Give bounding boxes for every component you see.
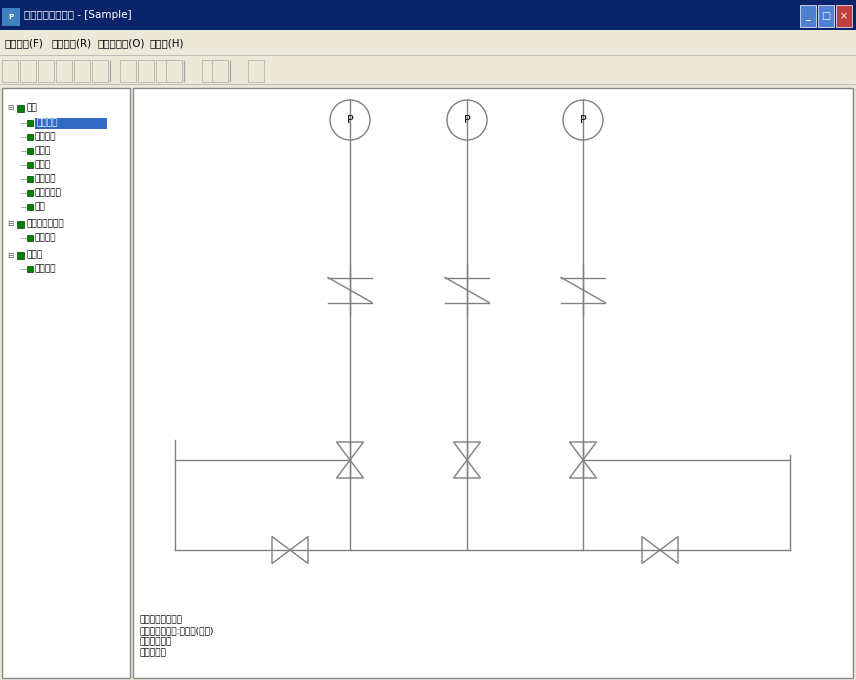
Text: 計算書: 計算書 <box>27 250 43 260</box>
Text: 揚程: 揚程 <box>35 203 45 211</box>
Bar <box>202 60 218 82</box>
Polygon shape <box>454 442 480 460</box>
Polygon shape <box>336 460 364 478</box>
Text: P: P <box>464 115 471 125</box>
Bar <box>20 60 36 82</box>
Bar <box>27 235 33 241</box>
Text: 性能検討: 性能検討 <box>35 175 56 184</box>
FancyBboxPatch shape <box>133 88 853 678</box>
Text: 仮揚程: 仮揚程 <box>35 146 51 156</box>
Text: P: P <box>347 115 354 125</box>
Bar <box>212 60 228 82</box>
Text: P: P <box>580 115 586 125</box>
Bar <box>17 221 24 228</box>
Bar <box>27 204 33 210</box>
Bar <box>2 60 18 82</box>
Bar <box>138 60 154 82</box>
Bar <box>120 60 136 82</box>
Text: P: P <box>9 14 14 20</box>
Polygon shape <box>336 442 364 460</box>
Bar <box>56 60 72 82</box>
Bar <box>92 60 108 82</box>
Text: ×: × <box>840 11 848 21</box>
Text: 軸動力: 軸動力 <box>35 160 51 169</box>
Bar <box>27 162 33 168</box>
Bar <box>74 60 90 82</box>
Text: ポンプ容量の計算 - [Sample]: ポンプ容量の計算 - [Sample] <box>24 10 132 20</box>
Bar <box>2 8 20 26</box>
Bar <box>27 190 33 196</box>
Bar <box>27 266 33 272</box>
Text: ⊟: ⊟ <box>7 250 14 260</box>
Bar <box>17 252 24 259</box>
Text: 計算実行(R): 計算実行(R) <box>51 38 92 48</box>
Bar <box>818 5 834 27</box>
Text: 選定ケース名称:第２案(３台): 選定ケース名称:第２案(３台) <box>140 626 214 636</box>
Bar <box>17 105 24 112</box>
Text: ポンプ台数３: ポンプ台数３ <box>140 638 172 647</box>
Bar <box>27 176 33 182</box>
Text: _: _ <box>805 11 811 21</box>
Circle shape <box>563 100 603 140</box>
Text: 出力設定: 出力設定 <box>35 265 56 273</box>
FancyBboxPatch shape <box>2 88 130 678</box>
Polygon shape <box>642 537 660 564</box>
Text: ファイル(F): ファイル(F) <box>5 38 44 48</box>
Text: オプション(O): オプション(O) <box>98 38 146 48</box>
Text: 入力: 入力 <box>27 103 38 112</box>
Text: ヘルプ(H): ヘルプ(H) <box>150 38 185 48</box>
Text: 予備台数１: 予備台数１ <box>140 649 167 658</box>
Bar <box>27 120 33 126</box>
Bar <box>800 5 816 27</box>
Polygon shape <box>660 537 678 564</box>
Bar <box>836 5 852 27</box>
Bar <box>156 60 172 82</box>
Bar <box>27 134 33 140</box>
Text: 結果確認: 結果確認 <box>35 233 56 243</box>
Text: □: □ <box>822 11 830 21</box>
Text: ポンプ選定: ポンプ選定 <box>35 188 62 197</box>
Bar <box>27 148 33 154</box>
Polygon shape <box>569 460 597 478</box>
Circle shape <box>447 100 487 140</box>
Text: 設計条件: 設計条件 <box>35 133 56 141</box>
Text: ⊟: ⊟ <box>7 103 14 112</box>
Bar <box>38 60 54 82</box>
Bar <box>248 60 264 82</box>
Polygon shape <box>454 460 480 478</box>
Bar <box>35 118 107 129</box>
Text: 計算・結果確認: 計算・結果確認 <box>27 220 64 228</box>
Polygon shape <box>290 537 308 564</box>
Text: 基本条件: 基本条件 <box>37 118 58 128</box>
Polygon shape <box>272 537 290 564</box>
Circle shape <box>330 100 370 140</box>
Text: 選定ケース番号２: 選定ケース番号２ <box>140 615 183 624</box>
Polygon shape <box>569 442 597 460</box>
Bar <box>166 60 182 82</box>
Text: ⊟: ⊟ <box>7 220 14 228</box>
